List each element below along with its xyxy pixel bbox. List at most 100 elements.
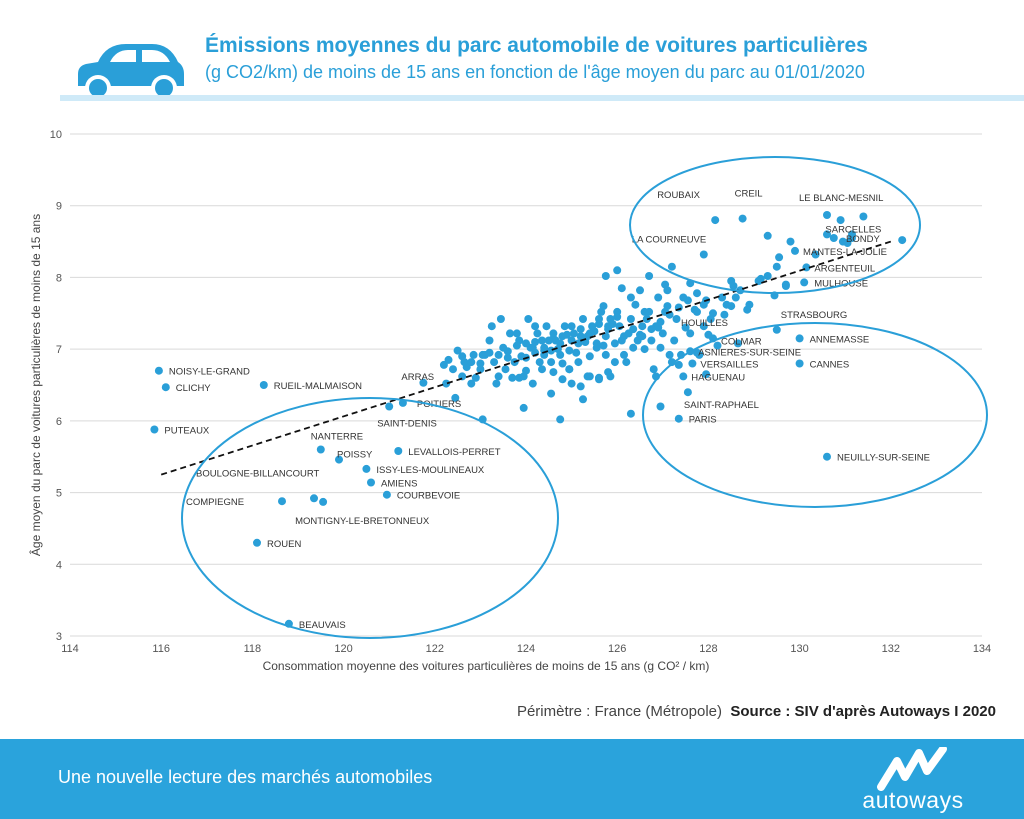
data-point — [533, 329, 542, 338]
labeled-data-point — [259, 381, 268, 389]
labeled-data-point — [772, 325, 781, 334]
point-label: SAINT-RAPHAEL — [684, 400, 759, 411]
point-label: SAINT-DENIS — [377, 419, 437, 430]
data-point — [601, 350, 610, 359]
cluster-ellipse-recent — [642, 322, 988, 508]
scatter-chart: 3 4 5 6 7 8 9 10 114 116 118 120 122 124 126 128 130 132 1… — [28, 129, 991, 673]
data-point — [693, 289, 701, 298]
data-point — [647, 325, 656, 334]
data-point — [706, 315, 715, 323]
data-point — [542, 322, 551, 331]
data-point — [588, 322, 597, 331]
labeled-data-point — [859, 212, 868, 221]
data-point — [567, 322, 576, 331]
point-label: RUEIL-MALMAISON — [274, 381, 362, 392]
data-point — [549, 334, 558, 343]
point-label: POITIERS — [417, 399, 461, 410]
data-point — [501, 365, 510, 374]
data-point — [576, 332, 585, 341]
point-label: MULHOUSE — [814, 278, 868, 289]
data-point — [449, 365, 457, 374]
cluster-ellipse-high — [629, 156, 921, 294]
point-label: HAGUENAU — [691, 372, 745, 383]
data-point — [720, 310, 729, 319]
data-point — [558, 359, 567, 368]
data-point — [626, 409, 635, 418]
data-point — [567, 379, 576, 388]
x-axis-label: Consommation moyenne des voitures partic… — [263, 659, 710, 673]
data-point — [538, 336, 546, 345]
data-point — [485, 336, 494, 345]
data-point — [585, 329, 594, 338]
point-label: ISSY-LES-MOULINEAUX — [376, 465, 485, 476]
page-subtitle: (g CO2/km) de moins de 15 ans en fonctio… — [205, 62, 865, 82]
data-point — [442, 379, 451, 388]
point-label: LEVALLOIS-PERRET — [408, 447, 500, 458]
data-point — [629, 325, 638, 334]
data-point — [702, 370, 711, 379]
point-label: ROUEN — [267, 539, 301, 550]
point-label: BOULOGNE-BILLANCOURT — [196, 468, 320, 479]
labeled-data-point — [823, 452, 831, 461]
data-point — [556, 415, 565, 424]
labeled-data-point — [674, 414, 683, 423]
data-point — [898, 236, 907, 245]
data-point — [654, 293, 663, 302]
data-point — [496, 315, 505, 323]
data-point — [756, 274, 765, 283]
data-point — [665, 350, 674, 359]
data-point — [515, 373, 524, 382]
point-label: LE BLANC-MESNIL — [799, 193, 883, 204]
data-point — [485, 348, 494, 357]
labeled-data-point — [310, 494, 318, 503]
data-point — [524, 315, 533, 323]
data-point — [638, 332, 647, 341]
data-point — [601, 272, 610, 280]
y-tick-label: 5 — [56, 488, 62, 500]
data-point — [638, 322, 647, 331]
data-point — [601, 332, 610, 341]
data-point — [731, 293, 740, 302]
data-point — [476, 365, 485, 374]
data-point — [538, 365, 546, 374]
data-point — [585, 352, 594, 361]
labeled-data-point — [795, 359, 804, 368]
y-tick-label: 10 — [50, 129, 62, 141]
labeled-data-point — [367, 478, 375, 487]
data-point — [649, 365, 658, 374]
data-point — [727, 277, 736, 285]
data-point — [512, 329, 521, 338]
x-tick-label: 116 — [152, 643, 170, 655]
point-label: ANNEMASSE — [810, 334, 870, 345]
data-point — [622, 358, 631, 367]
labeled-data-point — [688, 359, 697, 368]
labeled-data-point — [795, 334, 804, 343]
data-point — [439, 360, 448, 369]
point-label: ASNIERES-SUR-SEINE — [698, 347, 801, 358]
labeled-data-point — [791, 246, 799, 255]
data-point — [549, 368, 558, 377]
data-point — [629, 343, 638, 352]
data-point — [670, 336, 679, 345]
data-point — [645, 272, 654, 280]
header-divider — [60, 95, 1024, 101]
x-tick-label: 126 — [608, 643, 626, 655]
data-point — [686, 329, 695, 338]
data-point — [679, 293, 688, 302]
labeled-data-point — [419, 378, 428, 387]
data-point — [743, 305, 752, 314]
data-point — [606, 315, 615, 323]
data-point — [640, 307, 649, 316]
y-tick-label: 9 — [56, 201, 62, 213]
data-point — [569, 329, 578, 338]
labeled-data-point — [823, 211, 831, 219]
footer-tagline: Une nouvelle lecture des marchés automob… — [58, 767, 433, 787]
y-tick-label: 8 — [56, 272, 62, 284]
x-tick-label: 132 — [882, 643, 900, 655]
x-tick-label: 124 — [517, 643, 535, 655]
labeled-data-point — [800, 278, 809, 287]
data-point — [585, 372, 594, 381]
data-point — [492, 379, 501, 388]
point-label: BONDY — [846, 234, 880, 245]
x-tick-label: 130 — [790, 643, 808, 655]
